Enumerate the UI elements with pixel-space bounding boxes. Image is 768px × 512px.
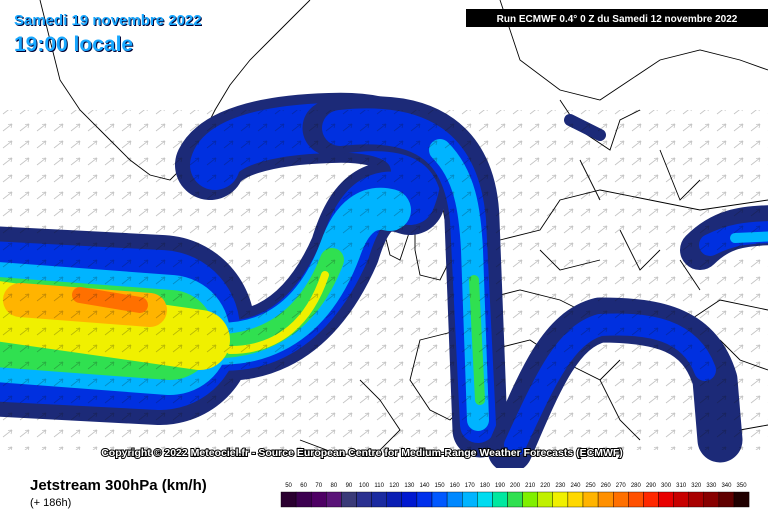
legend-label: 140 [419, 483, 430, 489]
legend-label: 190 [495, 483, 506, 489]
legend-swatch [507, 491, 523, 508]
legend-swatch [567, 491, 584, 508]
legend-label: 170 [465, 483, 476, 489]
legend-swatch [718, 491, 735, 508]
legend-label: 220 [540, 483, 551, 489]
legend-label: 60 [300, 483, 307, 489]
legend-swatch [401, 491, 418, 508]
legend-label: 240 [570, 483, 581, 489]
legend-label: 150 [435, 483, 446, 489]
legend-swatch [371, 491, 387, 508]
parameter-label: Jetstream 300hPa (km/h) [30, 477, 207, 494]
legend-label: 300 [661, 483, 672, 489]
date-title: Samedi 19 novembre 2022 [14, 12, 202, 29]
legend-swatch [673, 491, 689, 508]
legend-swatch [492, 491, 508, 508]
legend-swatch [280, 491, 297, 508]
legend-swatch [462, 491, 478, 508]
legend-swatch [477, 491, 493, 508]
legend-label: 260 [601, 483, 612, 489]
run-box [466, 9, 768, 27]
legend-swatch [597, 491, 614, 508]
lead-time: (+ 186h) [30, 497, 71, 509]
legend-label: 210 [525, 483, 536, 489]
legend-label: 180 [480, 483, 491, 489]
legend-label: 350 [737, 483, 748, 489]
legend-label: 100 [359, 483, 370, 489]
legend-label: 290 [646, 483, 657, 489]
legend-swatch [326, 491, 342, 508]
legend-label: 120 [389, 483, 400, 489]
legend-label: 250 [586, 483, 597, 489]
run-label: Run ECMWF 0.4° 0 Z du Samedi 12 novembre… [497, 14, 738, 25]
copyright: Copyright © 2022 Meteociel.fr - Source E… [101, 447, 623, 459]
legend-swatch [733, 491, 750, 508]
legend-label: 200 [510, 483, 521, 489]
legend-label: 270 [616, 483, 627, 489]
legend-swatch [416, 491, 433, 508]
legend-swatch [537, 491, 554, 508]
legend-label: 340 [721, 483, 732, 489]
legend-swatch [311, 491, 327, 508]
legend-swatch [688, 491, 705, 508]
legend-label: 130 [404, 483, 415, 489]
legend-swatch [643, 491, 659, 508]
legend-label: 50 [285, 483, 292, 489]
legend-swatch [431, 491, 448, 508]
legend-swatch [703, 491, 720, 508]
color-legend: 50 60 70 80 90 100 110 120 130 140 150 160 170 180 190… [280, 483, 750, 508]
legend-swatch [522, 491, 538, 508]
legend-label: 230 [555, 483, 566, 489]
time-title: 19:00 locale [14, 33, 134, 56]
wind-arrows [0, 110, 768, 450]
legend-label: 280 [631, 483, 642, 489]
legend-swatch [446, 491, 463, 508]
legend-label: 90 [346, 483, 353, 489]
legend-label: 310 [676, 483, 687, 489]
legend-swatch [552, 491, 569, 508]
legend-swatch [356, 491, 372, 508]
legend-swatch [628, 491, 644, 508]
legend-label: 160 [450, 483, 461, 489]
legend-label: 110 [374, 483, 384, 489]
legend-swatch [341, 491, 357, 508]
legend-label: 80 [331, 483, 338, 489]
legend-label: 330 [706, 483, 717, 489]
legend-swatch [613, 491, 629, 508]
legend-swatch [386, 491, 403, 508]
legend-swatch [295, 491, 312, 508]
legend-label: 320 [691, 483, 702, 489]
legend-swatch [658, 491, 674, 508]
legend-label: 70 [315, 483, 322, 489]
legend-swatch [582, 491, 599, 508]
